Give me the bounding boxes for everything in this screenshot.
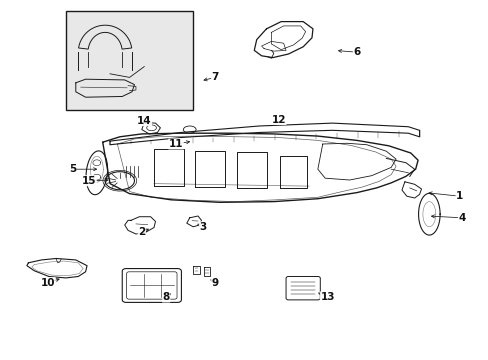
Text: 2: 2 <box>138 227 145 237</box>
Text: 3: 3 <box>199 222 206 232</box>
Text: 7: 7 <box>211 72 219 82</box>
Text: 13: 13 <box>320 292 334 302</box>
Text: 10: 10 <box>41 278 55 288</box>
Text: 15: 15 <box>81 176 96 186</box>
Text: 9: 9 <box>211 278 218 288</box>
Text: 14: 14 <box>137 116 151 126</box>
Text: 5: 5 <box>69 164 76 174</box>
Text: 1: 1 <box>455 191 462 201</box>
Text: 12: 12 <box>271 114 285 125</box>
Text: 8: 8 <box>163 292 169 302</box>
Text: 4: 4 <box>457 213 465 223</box>
Text: 11: 11 <box>168 139 183 149</box>
Polygon shape <box>66 11 193 110</box>
Text: 6: 6 <box>353 47 360 57</box>
